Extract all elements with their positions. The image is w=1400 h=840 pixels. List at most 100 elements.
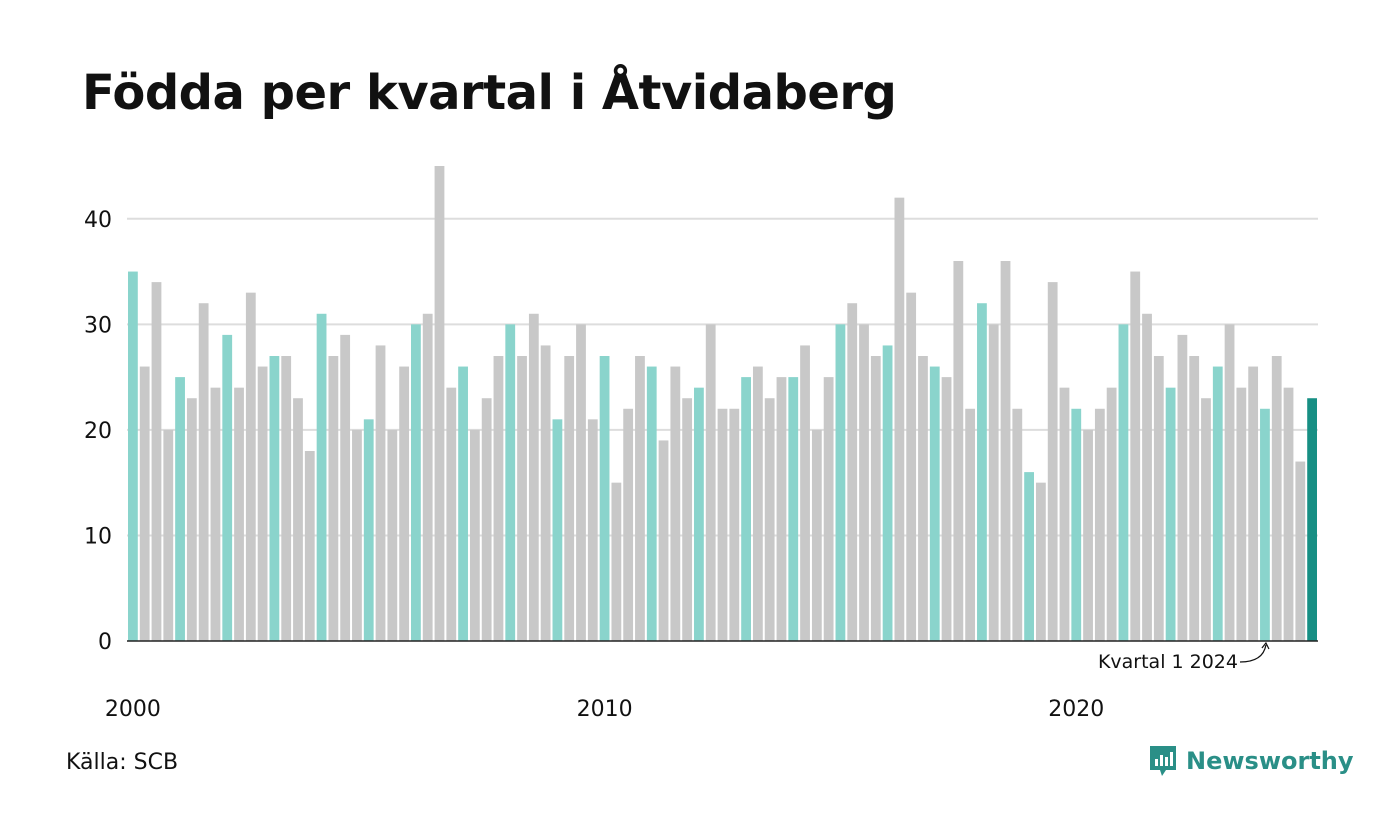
- newsworthy-logo-icon: [1150, 746, 1176, 776]
- annotation-label: Kvartal 1 2024: [1098, 651, 1238, 673]
- bar: [422, 313, 433, 641]
- bar: [1248, 366, 1259, 641]
- bar: [646, 366, 657, 641]
- bar: [576, 324, 586, 641]
- bar: [163, 429, 174, 641]
- x-tick-label: 2010: [577, 697, 633, 722]
- bar: [399, 366, 410, 641]
- bar: [941, 377, 952, 641]
- bar: [906, 292, 917, 641]
- source-label: Källa: SCB: [66, 750, 179, 775]
- bar: [469, 429, 480, 641]
- bar: [918, 356, 928, 641]
- annotation-arrowhead: [1261, 641, 1270, 650]
- bar: [658, 440, 669, 641]
- bar: [599, 356, 610, 641]
- bar: [682, 398, 693, 641]
- bar: [870, 356, 881, 641]
- bar: [1283, 387, 1294, 641]
- bar: [788, 377, 799, 641]
- bar: [1271, 356, 1282, 641]
- bar: [859, 324, 869, 641]
- y-tick-label: 40: [84, 208, 112, 233]
- bar: [835, 324, 846, 641]
- bar: [717, 408, 728, 641]
- bar: [1307, 398, 1317, 641]
- bar: [1189, 356, 1200, 641]
- y-tick-label: 30: [84, 313, 112, 338]
- bar: [1024, 472, 1034, 641]
- bar: [811, 429, 822, 641]
- bar: [128, 271, 138, 641]
- brand-name: Newsworthy: [1186, 747, 1354, 775]
- bar: [1130, 271, 1141, 641]
- bar: [800, 345, 810, 641]
- bar: [340, 334, 351, 641]
- bar: [352, 429, 362, 641]
- y-tick-label: 0: [98, 630, 112, 655]
- bar: [882, 345, 893, 641]
- bar: [823, 377, 834, 641]
- bar: [175, 377, 185, 641]
- bar: [741, 377, 751, 641]
- bar: [528, 313, 539, 641]
- bar: [446, 387, 457, 641]
- x-tick-label: 2000: [105, 697, 161, 722]
- bar: [988, 324, 999, 641]
- bar: [764, 398, 775, 641]
- bar: [564, 356, 575, 641]
- bar: [517, 356, 527, 641]
- bar: [977, 303, 987, 641]
- bar: [411, 324, 421, 641]
- x-tick-label: 2020: [1048, 697, 1104, 722]
- bar: [1212, 366, 1223, 641]
- bar: [1165, 387, 1176, 641]
- bar: [245, 292, 256, 641]
- bar: [387, 429, 398, 641]
- bar: [375, 345, 386, 641]
- bar: [705, 324, 716, 641]
- bar: [965, 408, 976, 641]
- bar: [304, 451, 315, 641]
- bar: [1142, 313, 1152, 641]
- bar: [481, 398, 492, 641]
- bar: [363, 419, 374, 641]
- bar: [776, 377, 787, 641]
- bar: [1035, 482, 1046, 641]
- bar: [1012, 408, 1023, 641]
- bar: [847, 303, 858, 641]
- chart-title: Födda per kvartal i Åtvidaberg: [82, 65, 897, 121]
- bar: [1059, 387, 1070, 641]
- bar: [434, 166, 445, 641]
- bar: [1224, 324, 1235, 641]
- bar: [458, 366, 468, 641]
- bar: [1118, 324, 1129, 641]
- bar: [222, 334, 233, 641]
- bar: [1295, 461, 1306, 641]
- bar: [1177, 334, 1188, 641]
- bar: [139, 366, 150, 641]
- bar: [328, 356, 339, 641]
- bar: [281, 356, 292, 641]
- bar: [752, 366, 763, 641]
- bar: [186, 398, 197, 641]
- bar: [151, 282, 162, 641]
- bar: [1260, 408, 1270, 641]
- bar: [635, 356, 645, 641]
- bar: [729, 408, 740, 641]
- bar: [953, 261, 964, 641]
- bar: [269, 356, 280, 641]
- bar: [1094, 408, 1105, 641]
- newsworthy-logo: Newsworthy: [1148, 744, 1354, 778]
- y-tick-label: 20: [84, 419, 112, 444]
- bar: [611, 482, 622, 641]
- bar: [234, 387, 244, 641]
- bar: [257, 366, 268, 641]
- bar: [694, 387, 704, 641]
- bar: [1201, 398, 1211, 641]
- bar: [1083, 429, 1093, 641]
- bar: [1106, 387, 1117, 641]
- bar: [540, 345, 551, 641]
- bar: [894, 197, 905, 641]
